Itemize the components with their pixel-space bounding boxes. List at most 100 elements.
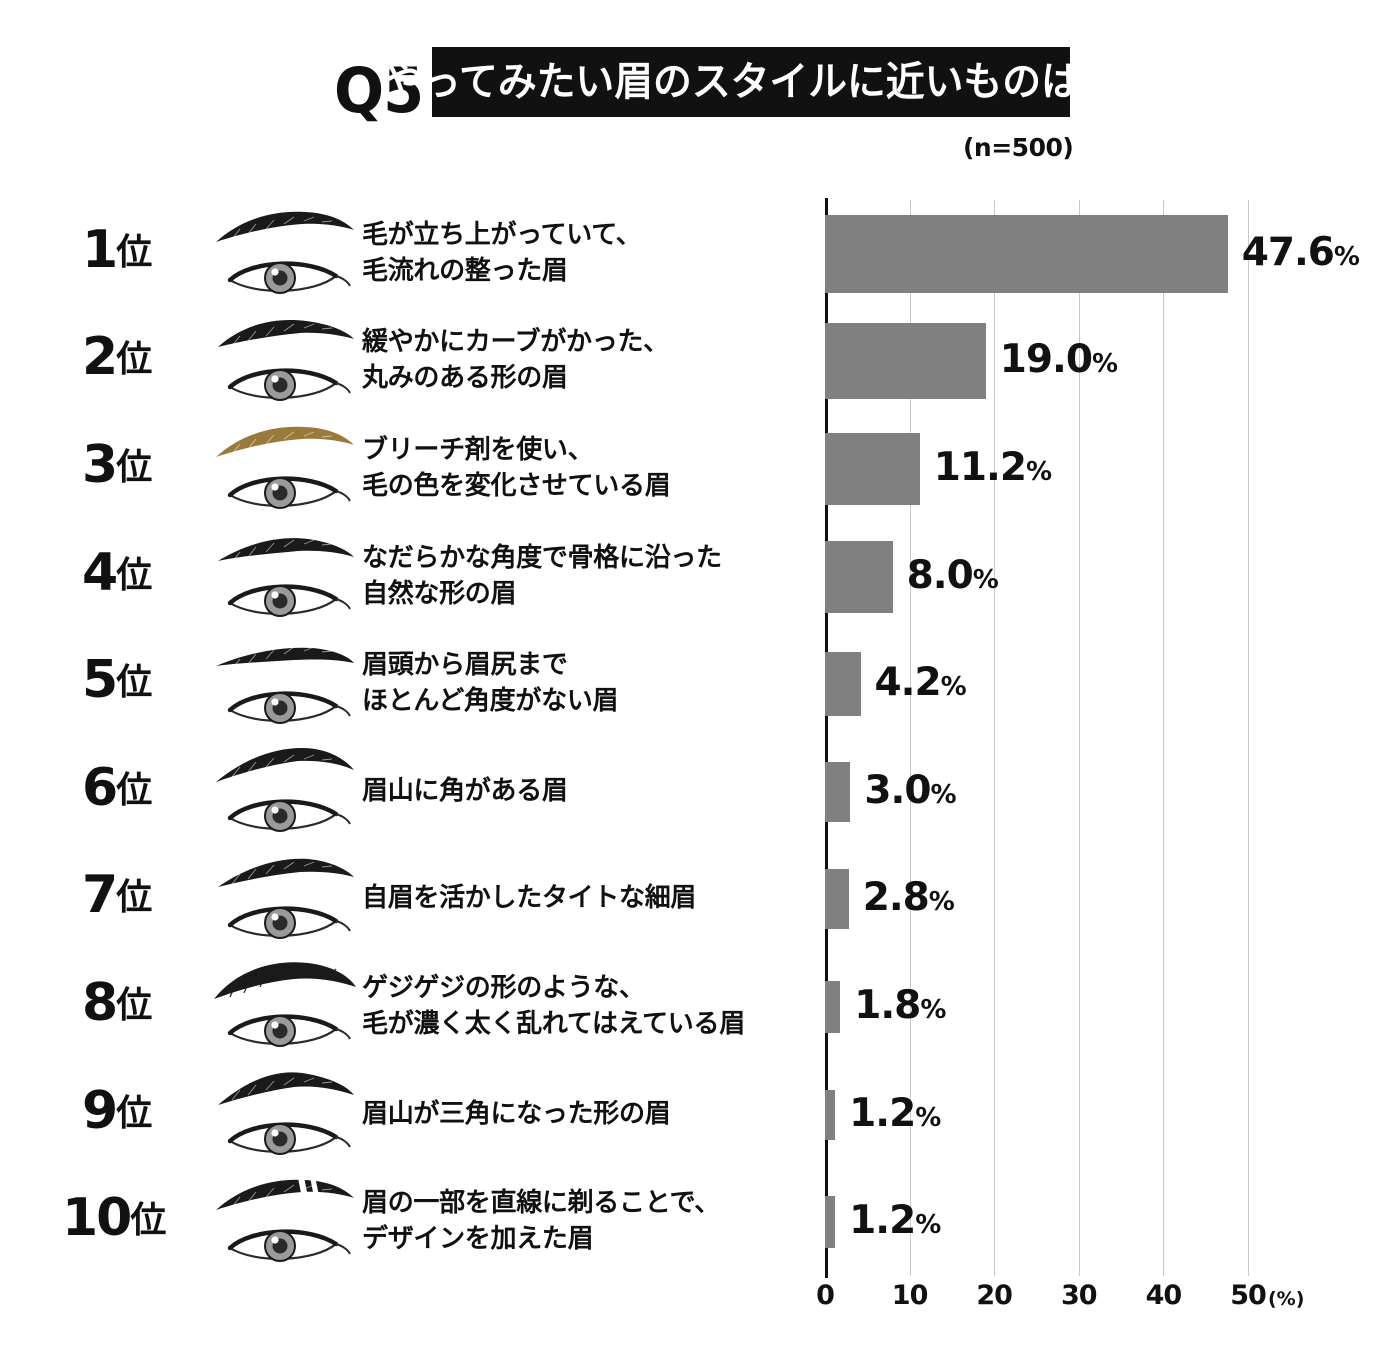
percent-sign: % [1333, 241, 1360, 272]
eyebrow-illustration [210, 309, 360, 409]
style-description: ブリーチ剤を使い、 毛の色を変化させている眉 [362, 433, 671, 500]
x-tick-30: 30 [1061, 1280, 1098, 1311]
rank-number: 6 [82, 757, 118, 818]
eyebrow-illustration [210, 632, 360, 732]
value-number: 2.8 [862, 875, 930, 921]
style-description: ゲジゲジの形のような、 毛が濃く太く乱れてはえている眉 [362, 971, 745, 1038]
rank-label: 4位 [82, 543, 232, 603]
bar [825, 214, 1228, 293]
percent-sign: % [920, 994, 946, 1025]
rank-number: 9 [82, 1080, 118, 1141]
chart-header: Q5 やってみたい眉のスタイルに近いものは？ (n=500) [0, 0, 1391, 180]
rank-suffix: 位 [116, 338, 153, 380]
page-title: やってみたい眉のスタイルに近いものは？ [383, 60, 1119, 104]
chart-row: 7位 自眉を活かしたタイトな細眉 2.8% [0, 846, 1391, 954]
value-label: 1.2% [849, 1090, 941, 1136]
style-description: 眉の一部を直線に剃ることで、 デザインを加えた眉 [362, 1187, 720, 1254]
rank-suffix: 位 [116, 661, 153, 703]
eyebrow-illustration [210, 525, 360, 625]
chart-row: 9位 眉山が三角になった形の眉 1.2% [0, 1061, 1391, 1169]
chart-row: 2位 緩やかにカーブがかった、 丸みのある形の眉 19.0% [0, 308, 1391, 416]
rank-label: 10位 [62, 1188, 212, 1248]
bar [825, 1089, 836, 1140]
bar [825, 761, 851, 822]
percent-sign: % [972, 564, 999, 595]
value-label: 19.0% [999, 337, 1118, 383]
rank-suffix: 位 [116, 768, 153, 810]
chart-row: 3位 ブリーチ剤を使い、 毛の色を変化させている眉 11.2% [0, 415, 1391, 523]
rank-number: 2 [82, 327, 118, 388]
rank-suffix: 位 [130, 1199, 167, 1241]
sample-size-label: (n=500) [963, 133, 1074, 162]
style-description: 毛が立ち上がっていて、 毛流れの整った眉 [362, 218, 642, 285]
rank-label: 6位 [82, 758, 232, 818]
rank-suffix: 位 [116, 983, 153, 1025]
style-description: 眉頭から眉尻まで ほとんど角度がない眉 [362, 649, 619, 716]
question-number: Q5 [334, 54, 424, 127]
eyebrow-illustration [210, 740, 360, 840]
eyebrow-illustration [210, 202, 360, 302]
rank-suffix: 位 [116, 230, 153, 272]
bar [825, 652, 861, 717]
value-number: 19.0 [999, 337, 1093, 383]
title-banner: やってみたい眉のスタイルに近いものは？ [383, 47, 1119, 117]
bar [825, 323, 986, 400]
x-tick-40: 40 [1145, 1280, 1183, 1311]
rank-number: 4 [82, 542, 118, 603]
value-number: 1.8 [854, 982, 921, 1028]
eyebrow-illustration [210, 955, 360, 1055]
x-tick-0: 0 [816, 1280, 835, 1311]
chart-row: 10位 眉の一部を直線に剃ることで、 デザインを加えた眉 1.2% [0, 1168, 1391, 1276]
bar [825, 1196, 836, 1249]
percent-sign: % [915, 1210, 941, 1241]
rank-label: 3位 [82, 435, 232, 495]
bar [825, 980, 841, 1033]
bar-chart: 1位 毛が立ち上がっていて、 毛流れの整った眉 47.6% 2位 緩やかにカーブがかった… [0, 180, 1391, 1350]
value-label: 11.2% [933, 444, 1052, 490]
style-description: なだらかな角度で骨格に沿った 自然な形の眉 [362, 541, 722, 608]
rank-number: 10 [62, 1188, 132, 1249]
gridline-50 [1248, 200, 1249, 1276]
gridline-10 [909, 200, 911, 1276]
percent-sign: % [930, 779, 956, 810]
value-number: 11.2 [933, 444, 1027, 490]
percent-sign: % [1025, 456, 1052, 487]
value-number: 1.2 [849, 1198, 916, 1244]
chart-row: 6位 眉山に角がある眉 3.0% [0, 738, 1391, 846]
rank-suffix: 位 [116, 1091, 153, 1133]
rank-label: 1位 [82, 220, 232, 280]
eyebrow-illustration [210, 1170, 360, 1270]
rank-number: 1 [82, 219, 118, 280]
gridline-20 [994, 200, 996, 1276]
value-label: 3.0% [864, 767, 956, 813]
rank-label: 2位 [82, 327, 232, 387]
x-tick-10: 10 [891, 1280, 929, 1311]
rank-number: 3 [82, 434, 118, 495]
rank-suffix: 位 [116, 553, 153, 595]
value-label: 1.2% [849, 1198, 941, 1244]
style-description: 眉山に角がある眉 [362, 774, 568, 805]
percent-sign: % [915, 1102, 941, 1133]
value-label: 4.2% [874, 660, 967, 706]
value-number: 1.2 [849, 1090, 916, 1136]
bar [825, 432, 920, 505]
x-tick-20: 20 [976, 1280, 1013, 1311]
rank-suffix: 位 [116, 876, 153, 918]
value-number: 4.2 [874, 660, 942, 706]
rank-label: 9位 [82, 1081, 232, 1141]
eyebrow-illustration [210, 1063, 360, 1163]
gridline-40 [1163, 200, 1165, 1276]
style-description: 緩やかにカーブがかった、 丸みのある形の眉 [362, 326, 669, 393]
value-number: 3.0 [864, 767, 931, 813]
chart-row: 8位 ゲジゲジの形のような、 毛が濃く太く乱れてはえている眉 1.8% [0, 953, 1391, 1061]
value-number: 47.6 [1241, 229, 1335, 275]
chart-row: 1位 毛が立ち上がっていて、 毛流れの整った眉 47.6% [0, 200, 1391, 308]
style-description: 自眉を活かしたタイトな細眉 [362, 882, 697, 913]
value-label: 47.6% [1241, 229, 1360, 275]
x-axis-unit: (%) [1268, 1288, 1305, 1310]
y-axis-line [825, 198, 828, 1278]
eyebrow-illustration [210, 417, 360, 517]
style-description: 眉山が三角になった形の眉 [362, 1097, 671, 1128]
bar [825, 869, 849, 930]
rank-suffix: 位 [116, 445, 153, 487]
